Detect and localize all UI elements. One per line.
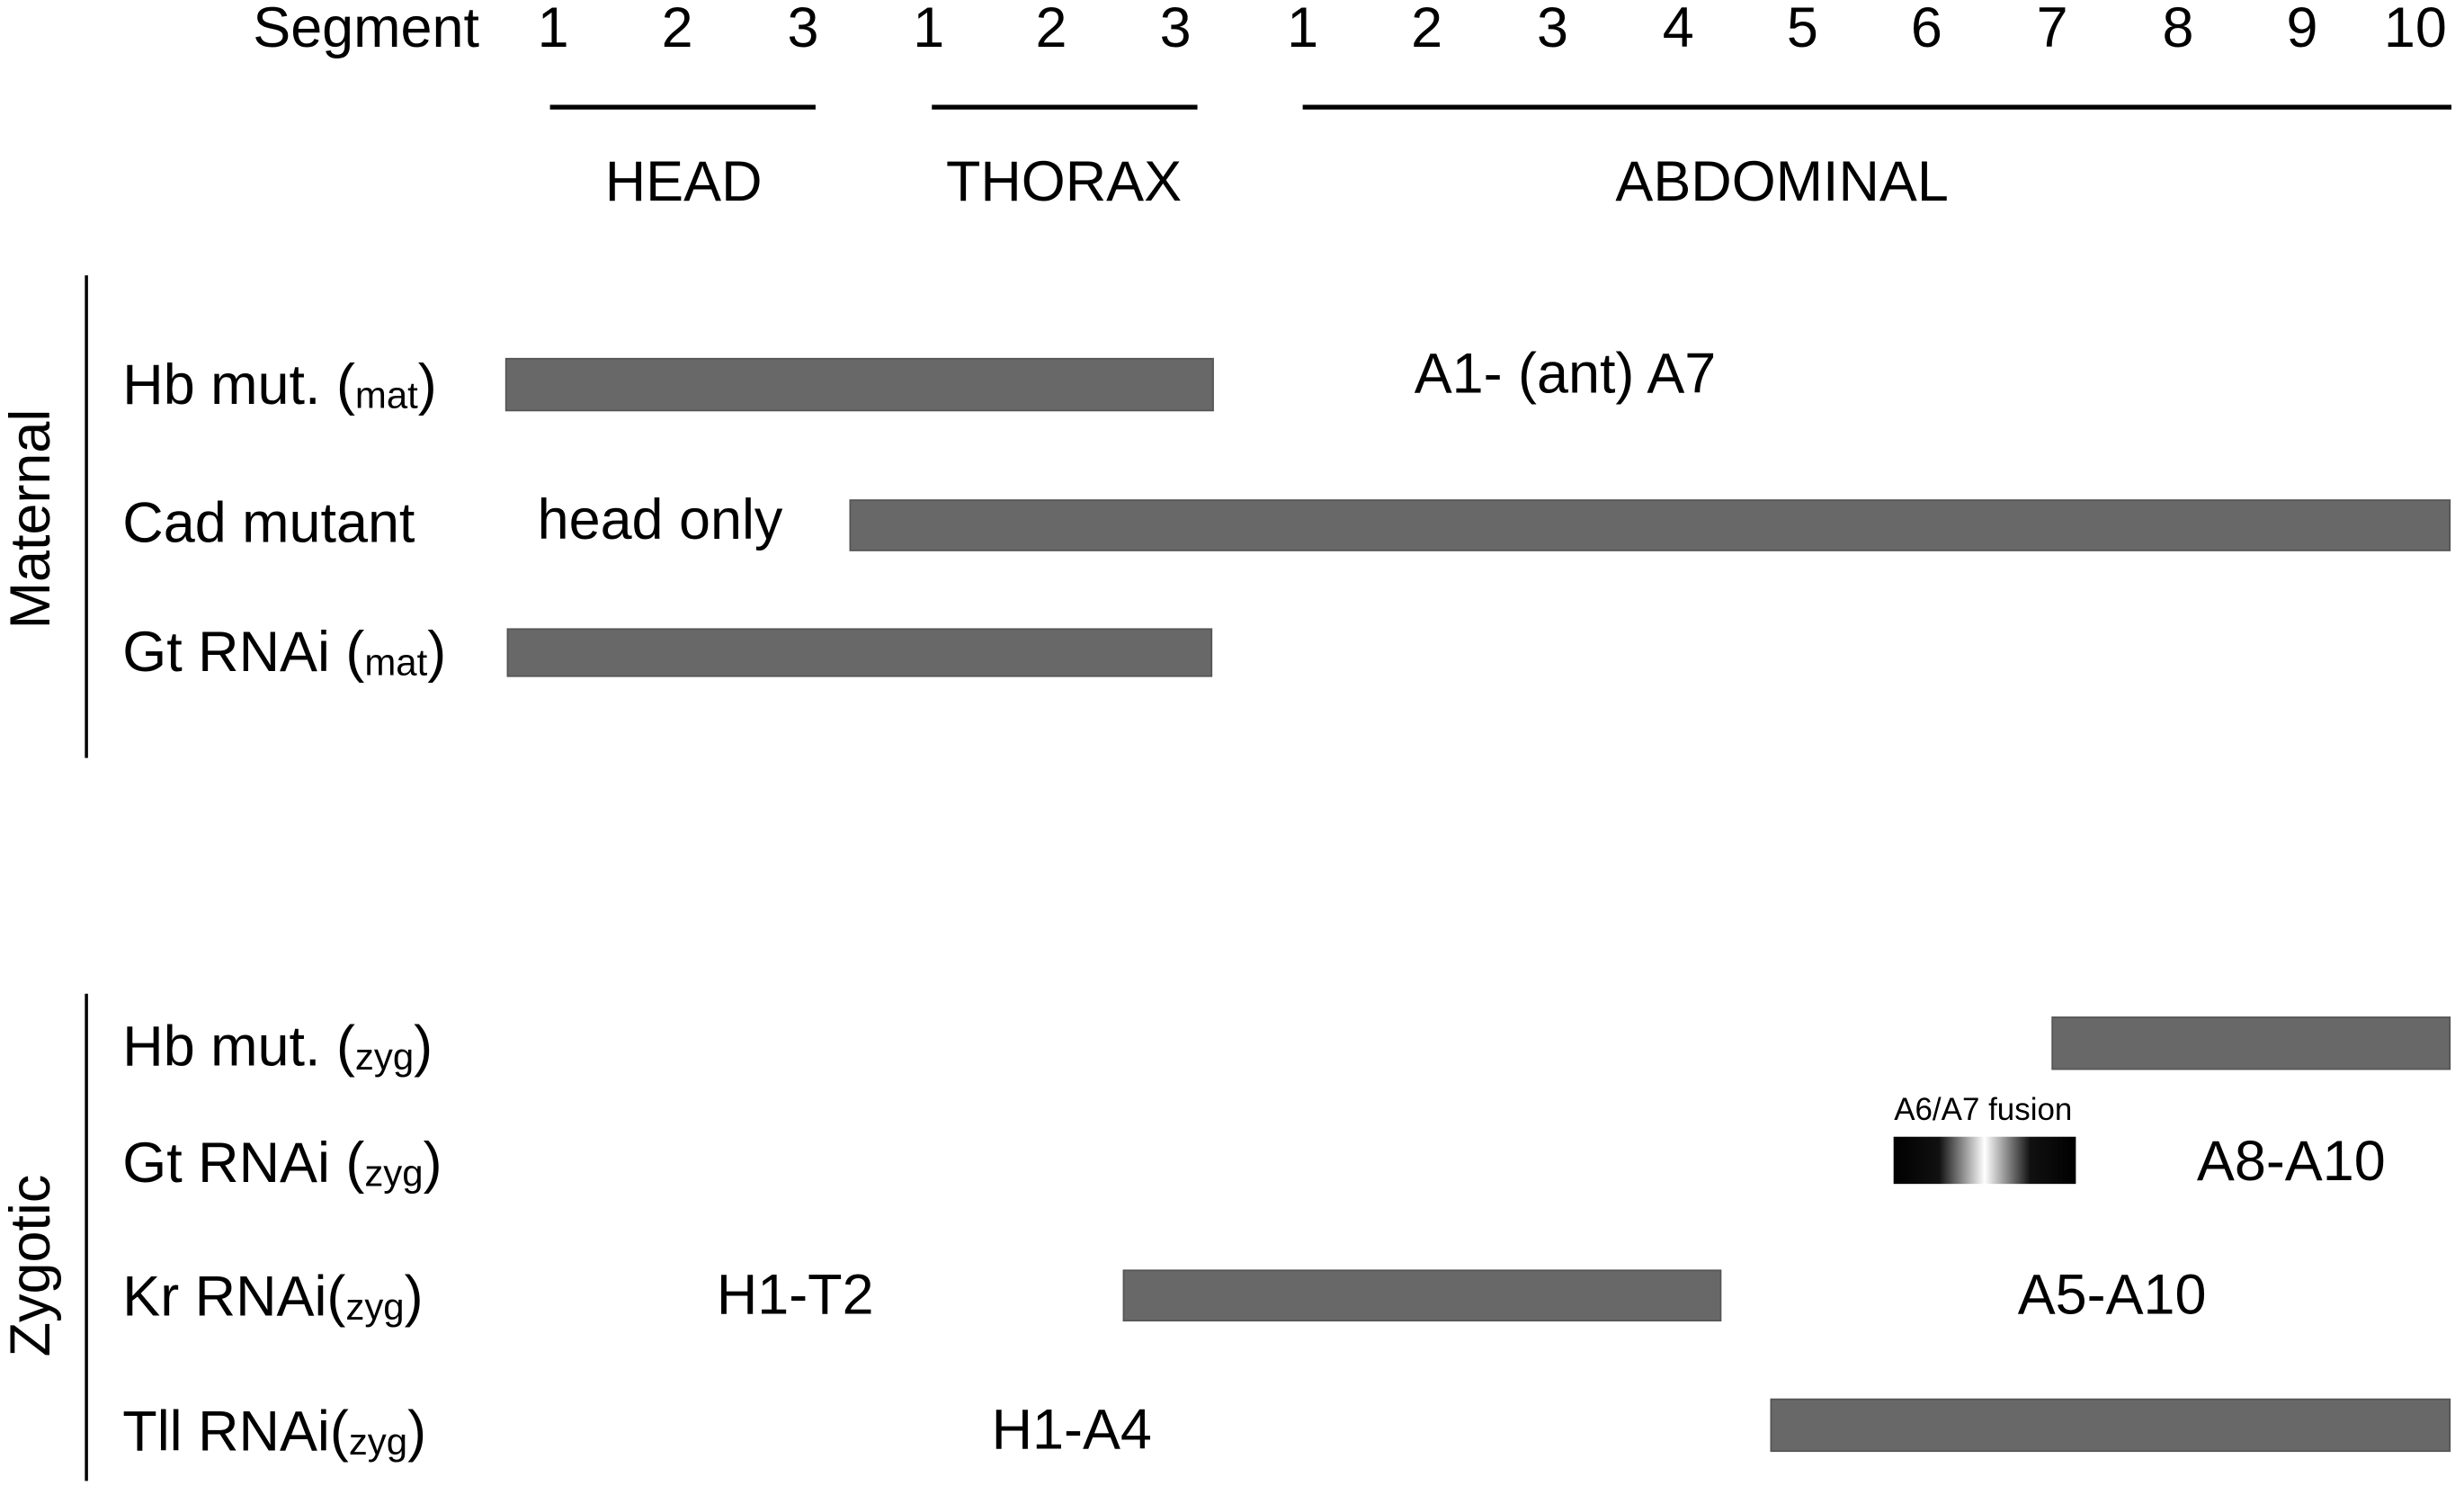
row-note: A5-A10 [2018, 1263, 2207, 1326]
row-label: Hb mut. (mat) [122, 354, 436, 416]
bar [1122, 1269, 1722, 1322]
row-label: Tll RNAi(zyg) [122, 1400, 426, 1463]
segment-number: 9 [2287, 0, 2318, 59]
row-note: A1- (ant) A7 [1415, 342, 1717, 405]
segment-number: 3 [1537, 0, 1568, 59]
fusion-label: A6/A7 fusion [1894, 1092, 2072, 1127]
segment-number: 3 [1160, 0, 1192, 59]
segment-label: Segment [253, 0, 479, 59]
label-prefix: Hb mut. ( [122, 1015, 355, 1078]
segment-number: 5 [1787, 0, 1818, 59]
label-suffix: ) [405, 1265, 424, 1328]
segment-number: 2 [1036, 0, 1067, 59]
label-prefix: Gt RNAi ( [122, 621, 364, 684]
bar [504, 357, 1214, 412]
bar [849, 499, 2451, 551]
row-label: Kr RNAi(zyg) [122, 1265, 423, 1328]
segment-number: 2 [662, 0, 693, 59]
row-note: A8-A10 [2197, 1130, 2386, 1193]
section-name: Maternal [0, 409, 62, 630]
segment-number: 1 [538, 0, 569, 59]
row-label: Cad mutant [122, 491, 415, 554]
row-label: Hb mut. (zyg) [122, 1015, 433, 1078]
label-prefix: Kr RNAi( [122, 1265, 345, 1328]
section-name: Zygotic [0, 1175, 62, 1357]
row-label: Gt RNAi (mat) [122, 621, 446, 684]
bar [506, 628, 1213, 677]
label-prefix: Tll RNAi( [122, 1400, 349, 1463]
row-note: H1-A4 [992, 1399, 1152, 1462]
fusion-box [1893, 1136, 2076, 1185]
bar [2051, 1016, 2451, 1070]
bar [1770, 1398, 2451, 1453]
label-suffix: ) [427, 621, 446, 684]
segment-number: 3 [787, 0, 818, 59]
label-sub: zyg [345, 1285, 404, 1328]
label-suffix: ) [407, 1400, 426, 1463]
segment-number: 7 [2037, 0, 2068, 59]
label-sub: mat [355, 374, 418, 416]
label-suffix: ) [414, 1015, 433, 1078]
segment-number: 4 [1663, 0, 1694, 59]
segment-number: 6 [1911, 0, 1942, 59]
row-note: head only [538, 488, 783, 551]
label-suffix: ) [418, 354, 437, 416]
segment-number: 8 [2162, 0, 2193, 59]
group-name: THORAX [946, 150, 1182, 213]
group-name: HEAD [605, 150, 763, 213]
label-prefix: Gt RNAi ( [122, 1132, 364, 1195]
segment-number: 2 [1411, 0, 1442, 59]
label-sub: mat [364, 641, 427, 684]
label-suffix: ) [424, 1132, 442, 1195]
segment-number: 1 [913, 0, 944, 59]
label-sub: zyg [364, 1152, 423, 1195]
label-sub: zyg [355, 1035, 414, 1078]
row-label: Gt RNAi (zyg) [122, 1132, 442, 1195]
row-note: H1-T2 [717, 1263, 874, 1326]
segment-number: 10 [2384, 0, 2447, 59]
header: Segment HEAD THORAX ABDOMINAL 1 2 3 1 2 3 1 2 3 4… [253, 0, 2452, 213]
label-sub: zyg [349, 1420, 407, 1463]
label-prefix: Hb mut. ( [122, 354, 355, 416]
segment-number: 1 [1287, 0, 1318, 59]
group-name: ABDOMINAL [1615, 150, 1948, 213]
